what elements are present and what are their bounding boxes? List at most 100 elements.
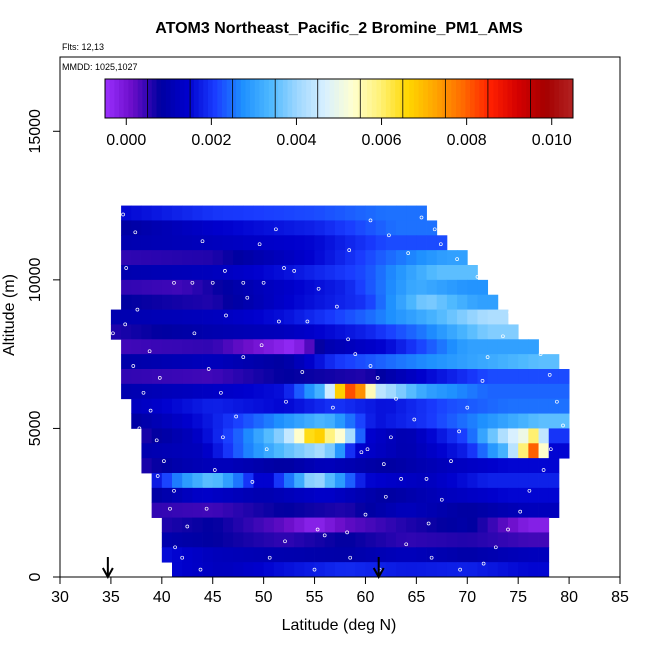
heatmap-cell: [518, 443, 529, 459]
heatmap-cell: [457, 279, 468, 296]
heatmap-cell: [375, 517, 387, 533]
heatmap-cell: [192, 294, 203, 310]
heatmap-cell: [253, 473, 265, 489]
heatmap-cell: [304, 458, 315, 474]
heatmap-cell: [334, 532, 346, 548]
sample-point: [264, 447, 269, 452]
heatmap-cell: [345, 354, 356, 370]
heatmap-cell: [426, 487, 438, 504]
colorbar-swatch: [418, 79, 424, 118]
heatmap-cell: [345, 205, 356, 221]
heatmap-cell: [508, 354, 519, 370]
heatmap-cell: [446, 473, 458, 489]
sample-point: [117, 283, 121, 288]
heatmap-cell: [375, 294, 387, 310]
heatmap-cell: [538, 398, 550, 414]
x-tick-label: 30: [51, 589, 69, 606]
heatmap-cell: [182, 398, 193, 414]
heatmap-cell: [528, 517, 539, 533]
sample-point: [412, 417, 417, 422]
heatmap-cell: [385, 487, 397, 504]
heatmap-cell: [365, 235, 377, 251]
heatmap-cell: [477, 369, 489, 385]
heatmap-cell: [497, 487, 509, 504]
heatmap-cell: [324, 339, 336, 355]
colorbar-swatch: [198, 79, 204, 118]
heatmap-cell: [416, 369, 427, 385]
heatmap-cell: [467, 265, 478, 281]
heatmap-cell: [518, 458, 529, 474]
heatmap-cell: [151, 443, 163, 459]
heatmap-cell: [497, 562, 509, 578]
heatmap-cell: [304, 265, 315, 281]
sample-point: [457, 429, 461, 434]
heatmap-cell: [304, 339, 315, 355]
x-tick-label: 60: [357, 589, 375, 606]
heatmap-cell: [172, 294, 183, 310]
sample-point: [465, 405, 470, 410]
heatmap-cell: [121, 205, 132, 221]
heatmap-cell: [192, 309, 203, 325]
colorbar-swatch: [423, 79, 429, 118]
heatmap-cell: [334, 250, 346, 266]
heatmap-cell: [253, 443, 265, 459]
heatmap-cell: [294, 294, 305, 310]
heatmap-cell: [365, 562, 377, 578]
heatmap-cell: [446, 487, 458, 504]
heatmap-cell: [202, 309, 214, 325]
heatmap-cell: [538, 562, 550, 578]
heatmap-cell: [345, 398, 356, 414]
sample-point: [277, 319, 281, 324]
heatmap-cell: [345, 458, 356, 474]
heatmap-cell: [263, 205, 275, 221]
heatmap-cell: [446, 354, 458, 370]
sample-point: [368, 364, 373, 368]
colorbar-swatch: [245, 79, 251, 118]
heatmap-cell: [446, 562, 458, 578]
heatmap-cell: [385, 354, 397, 370]
colorbar-swatch: [558, 79, 565, 118]
heatmap-cell: [161, 428, 173, 444]
heatmap-cell: [233, 383, 244, 400]
colorbar-swatch: [446, 79, 452, 118]
heatmap-cell: [467, 547, 478, 563]
heatmap-cell: [324, 532, 336, 548]
sample-point: [331, 405, 335, 410]
heatmap-cell: [446, 502, 458, 518]
heatmap-cell: [121, 369, 132, 385]
heatmap-cell: [131, 235, 142, 251]
heatmap-cell: [222, 487, 234, 504]
heatmap-cell: [385, 265, 397, 281]
heatmap-cell: [436, 324, 448, 340]
heatmap-cell: [426, 532, 438, 548]
heatmap-cell: [233, 279, 244, 296]
heatmap-cell: [406, 517, 417, 533]
heatmap-cell: [192, 250, 203, 266]
heatmap-cell: [273, 562, 285, 578]
heatmap-cell: [182, 413, 193, 429]
heatmap-cell: [446, 413, 458, 429]
heatmap-cell: [253, 309, 265, 325]
heatmap-cell: [314, 547, 326, 563]
heatmap-cell: [375, 220, 387, 236]
heatmap-cell: [385, 398, 397, 414]
heatmap-cell: [324, 383, 336, 400]
heatmap-cell: [457, 324, 468, 340]
colorbar-swatch: [273, 79, 279, 118]
heatmap-cell: [416, 309, 427, 325]
heatmap-cell: [446, 294, 458, 310]
heatmap-cell: [396, 502, 407, 518]
heatmap-cell: [467, 279, 478, 296]
heatmap-cell: [192, 532, 203, 548]
heatmap-cell: [396, 324, 407, 340]
sample-point: [387, 233, 391, 238]
heatmap-cell: [324, 309, 336, 325]
y-tick-label: 0: [27, 572, 44, 581]
sample-point: [283, 539, 287, 544]
heatmap-cell: [161, 458, 173, 474]
colorbar-swatch: [451, 79, 457, 118]
heatmap-cell: [538, 473, 550, 489]
heatmap-cell: [273, 532, 285, 548]
heatmap-cell: [304, 487, 315, 504]
colorbar-swatch: [549, 79, 555, 118]
